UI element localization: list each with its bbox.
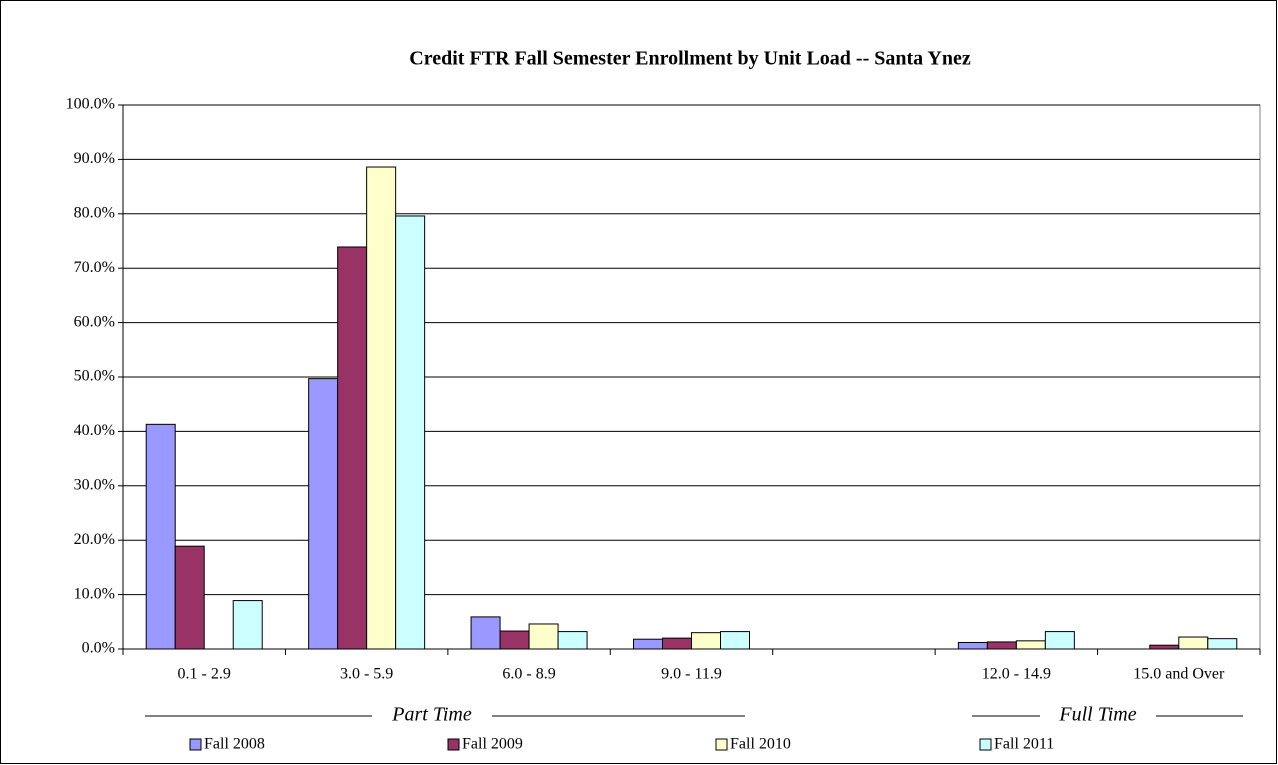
bar — [1015, 640, 1046, 650]
bar — [499, 630, 530, 650]
bar — [174, 545, 205, 650]
bar — [366, 166, 397, 650]
x-tick-label: 0.1 - 2.9 — [178, 666, 231, 683]
legend-swatch — [979, 738, 992, 751]
legend-swatch — [447, 738, 460, 751]
bar — [720, 631, 750, 650]
bar — [337, 246, 368, 650]
bar — [691, 632, 721, 650]
y-tick-label: 70.0% — [74, 259, 115, 276]
bar — [308, 378, 339, 650]
y-tick-label: 40.0% — [74, 422, 115, 439]
legend-swatch — [715, 738, 728, 751]
bar — [145, 423, 176, 650]
bar — [395, 215, 426, 650]
bar — [557, 631, 588, 650]
legend-label: Fall 2010 — [730, 736, 791, 753]
chart-title: Credit FTR Fall Semester Enrollment by U… — [409, 48, 971, 70]
legend-label: Fall 2008 — [204, 736, 265, 753]
x-tick-label: 12.0 - 14.9 — [982, 666, 1051, 683]
legend-label: Fall 2009 — [462, 736, 523, 753]
y-tick-label: 50.0% — [74, 368, 115, 385]
bar — [528, 623, 559, 650]
bar — [1149, 644, 1180, 650]
bar — [232, 600, 263, 650]
y-tick-label: 100.0% — [66, 96, 115, 113]
group-label: Full Time — [1058, 704, 1136, 726]
y-tick-label: 0.0% — [82, 640, 115, 657]
y-tick-label: 60.0% — [74, 313, 115, 330]
y-tick-label: 20.0% — [74, 531, 115, 548]
y-tick-label: 90.0% — [74, 150, 115, 167]
bar — [986, 641, 1017, 650]
y-tick-label: 80.0% — [74, 204, 115, 221]
group-label: Part Time — [391, 704, 472, 726]
y-tick-label: 10.0% — [74, 585, 115, 602]
bar — [1178, 636, 1209, 650]
bar — [1207, 638, 1238, 650]
y-tick-label: 30.0% — [74, 476, 115, 493]
bar — [633, 638, 663, 650]
bar — [470, 616, 501, 650]
bar — [1044, 631, 1075, 650]
bar — [662, 637, 692, 650]
x-tick-label: 3.0 - 5.9 — [340, 666, 393, 683]
legend-label: Fall 2011 — [994, 736, 1054, 753]
x-tick-label: 9.0 - 11.9 — [661, 666, 722, 683]
bar — [957, 641, 988, 650]
legend-swatch — [189, 738, 202, 751]
x-tick-label: 6.0 - 8.9 — [502, 666, 555, 683]
x-tick-label: 15.0 and Over — [1133, 666, 1225, 683]
